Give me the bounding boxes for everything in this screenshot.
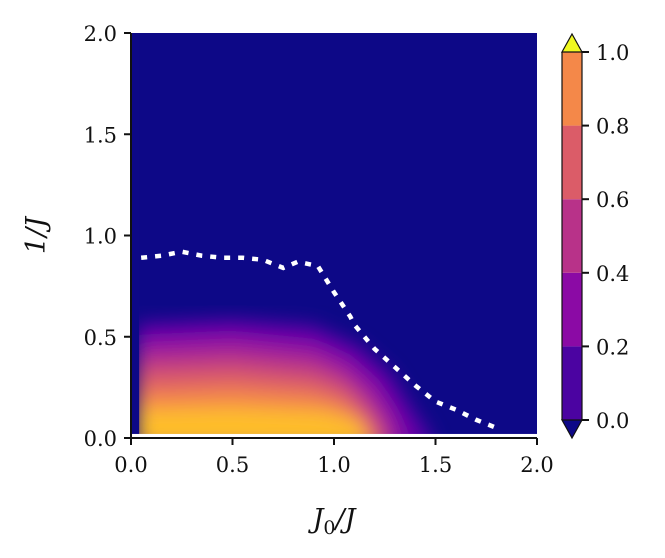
y-tick-label: 1.5 [84, 123, 117, 147]
phase-boundary-dotted-line [140, 249, 498, 430]
x-tick-label: 2.0 [520, 453, 553, 477]
heatmap-edge-strip [131, 33, 140, 438]
colorbar: 0.0 0.2 0.4 0.6 0.8 1.0 [560, 32, 629, 440]
y-tick-label: 2.0 [84, 22, 117, 46]
colorbar-band [562, 52, 582, 126]
colorbar-tick-label: 0.6 [596, 188, 629, 212]
y-tick-label: 0.0 [84, 427, 117, 451]
colorbar-tick-label: 1.0 [596, 41, 629, 65]
x-tick-label: 0.5 [216, 453, 249, 477]
y-axis-label: 1/J [21, 215, 52, 254]
colorbar-outline [561, 52, 583, 420]
ordered-region-level-5 [137, 407, 366, 438]
colorbar-tick-label: 0.0 [596, 409, 629, 433]
colorbar-over-arrow [560, 32, 584, 53]
x-tick-label: 1.5 [419, 453, 452, 477]
colorbar-tick-label: 0.4 [596, 262, 629, 286]
colorbar-tick-label: 0.2 [596, 335, 629, 359]
x-tick-label: 1.0 [317, 453, 350, 477]
colorbar-tick-label: 0.8 [596, 115, 629, 139]
colorbar-band [562, 346, 582, 420]
colorbar-band [562, 199, 582, 273]
y-tick-label: 1.0 [84, 225, 117, 249]
x-axis-label: J0/J [308, 504, 358, 539]
plot-area [131, 33, 537, 438]
colorbar-under-arrow [560, 419, 584, 440]
y-tick-label: 0.5 [84, 326, 117, 350]
colorbar-band [562, 125, 582, 200]
x-tick-label: 0.0 [114, 453, 147, 477]
colorbar-band [562, 272, 582, 347]
heatmap-bottom-strip [131, 433, 537, 438]
axes: 0.0 0.5 1.0 1.5 2.0 0.0 0.5 1.0 1.5 2.0 [84, 22, 554, 477]
ordered-region [131, 33, 537, 438]
